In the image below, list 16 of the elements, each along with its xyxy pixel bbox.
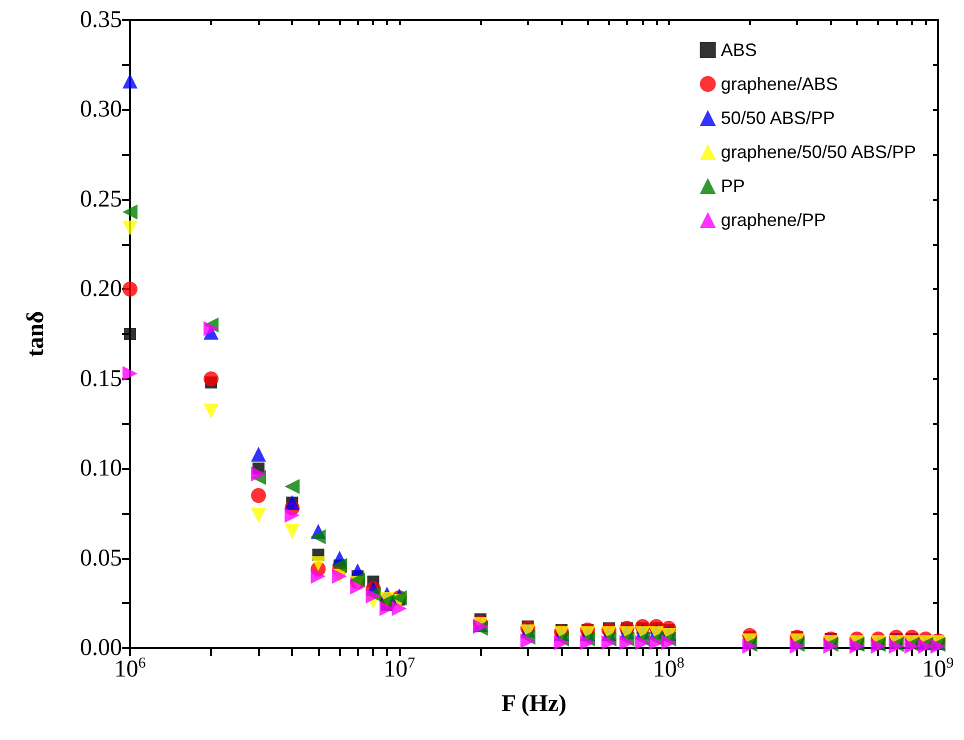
y-tick-label: 0.20 [80, 276, 122, 302]
legend-label: ABS [720, 40, 757, 60]
y-tick-label: 0.05 [80, 545, 122, 572]
legend-label: graphene/ABS [720, 74, 838, 94]
y-tick-label: 0.35 [80, 7, 122, 33]
legend-label: PP [720, 176, 745, 196]
legend-label: 50/50 ABS/PP [720, 108, 835, 128]
y-tick-label: 0.00 [80, 635, 122, 661]
y-tick-label: 0.25 [80, 186, 122, 212]
y-tick-label: 0.10 [80, 456, 122, 482]
legend-label: graphene/50/50 ABS/PP [720, 142, 916, 162]
y-axis-title: tanδ [23, 311, 49, 357]
y-tick-label: 0.15 [80, 366, 122, 392]
x-axis-title: F (Hz) [501, 691, 567, 717]
legend-label: graphene/PP [720, 210, 826, 230]
y-tick-label: 0.30 [80, 96, 122, 123]
